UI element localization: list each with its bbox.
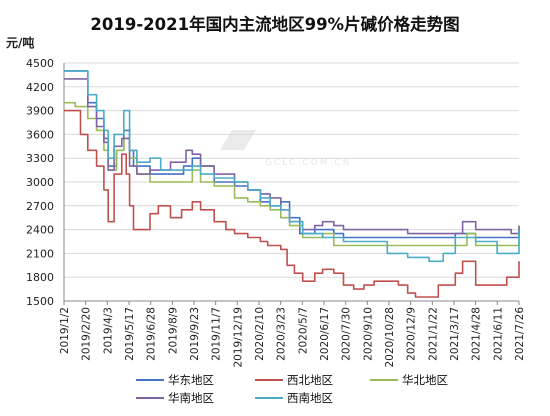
x-tick-label: 2019/4/3	[102, 307, 114, 354]
y-tick-label: 4500	[26, 57, 54, 70]
y-tick-label: 2100	[26, 247, 54, 260]
gclc-watermark-logo: GCLC.COM.CN	[220, 130, 351, 168]
x-tick-label: 2019/2/20	[81, 307, 93, 361]
x-tick-label: 2019/1/2	[59, 307, 71, 354]
series-lines	[64, 70, 520, 298]
x-tick-label: 2020/12/9	[406, 307, 418, 361]
y-tick-label: 4200	[26, 81, 54, 94]
x-tick-label: 2020/2/10	[254, 307, 266, 361]
y-tick-label: 1800	[26, 271, 54, 284]
x-tick-label: 2019/8/9	[167, 307, 179, 354]
legend-label: 西北地区	[287, 373, 333, 387]
y-axis-label: 元/吨	[6, 35, 34, 50]
x-tick-label: 2021/7/26	[514, 307, 526, 361]
x-tick-label: 2021/4/28	[471, 307, 483, 361]
legend-label: 华北地区	[402, 373, 448, 387]
x-tick-label: 2020/10/28	[384, 307, 396, 368]
y-tick-label: 3600	[26, 128, 54, 141]
legend-label: 华东地区	[168, 373, 214, 387]
chart-title: 2019-2021年国内主流地区99%片碱价格走势图	[90, 14, 459, 34]
gridlines	[64, 62, 519, 278]
x-tick-label: 2020/3/23	[276, 307, 288, 361]
x-tick-label: 2020/5/7	[297, 307, 309, 354]
y-tick-labels: 1500 1800 2100 2400 2700 3000 3300 3600 3900 4200…	[26, 57, 54, 308]
x-tick-label: 2019/9/23	[189, 307, 201, 361]
x-tick-label: 2020/9/10	[362, 307, 374, 361]
x-tick-label: 2021/3/17	[449, 307, 461, 361]
x-tick-label: 2020/7/30	[341, 307, 353, 361]
watermark-text: GCLC.COM.CN	[265, 158, 351, 168]
series-line-2	[64, 109, 520, 298]
y-tick-label: 2400	[26, 224, 54, 237]
legend-label: 华南地区	[168, 391, 214, 405]
x-tick-label: 2020/6/17	[319, 307, 331, 361]
x-tick-label: 2021/6/11	[492, 307, 504, 361]
x-tick-label: 2019/12/19	[232, 307, 244, 368]
x-tick-label: 2019/5/17	[124, 307, 136, 361]
x-tick-labels: 2019/1/2 2019/2/20 2019/4/3 2019/5/17 2019/6…	[59, 301, 526, 368]
legend-label: 西南地区	[287, 391, 333, 405]
y-tick-label: 1500	[26, 295, 54, 308]
y-tick-label: 3000	[26, 176, 54, 189]
x-tick-label: 2019/6/28	[146, 307, 158, 361]
x-tick-label: 2019/11/7	[211, 307, 223, 361]
y-tick-label: 3300	[26, 152, 54, 165]
x-tick-label: 2021/1/22	[427, 307, 439, 361]
y-tick-label: 2700	[26, 200, 54, 213]
y-tick-label: 3900	[26, 105, 54, 118]
series-line-5	[64, 70, 520, 263]
